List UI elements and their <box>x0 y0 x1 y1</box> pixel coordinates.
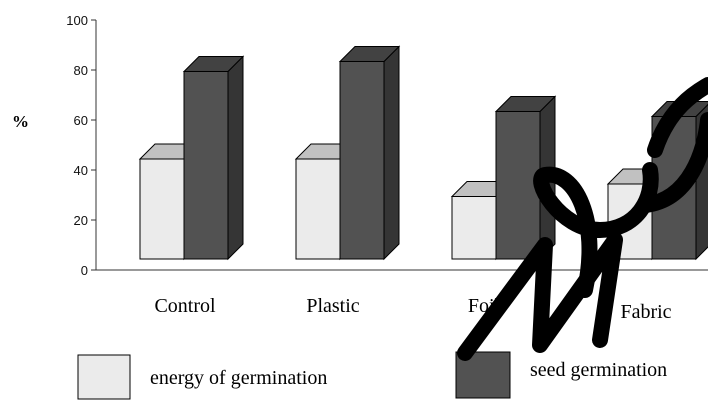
bar-front-face <box>139 158 185 260</box>
y-tick-label: 80 <box>74 63 88 78</box>
bar-front-face <box>295 158 341 260</box>
watermark-logo <box>457 77 708 361</box>
axes: 0 20 40 60 80 100 <box>66 13 708 278</box>
bar-front-face <box>183 71 229 260</box>
category-labels: Control Plastic Foil Fabric <box>154 295 671 323</box>
bar-seed-germination-foil <box>494 95 557 261</box>
bar-seed-germination-plastic <box>338 45 401 261</box>
bar-front-face <box>451 196 497 260</box>
legend-label: seed germination <box>530 359 667 381</box>
y-axis-label: % <box>12 112 29 131</box>
y-tick-label: 20 <box>74 213 88 228</box>
legend-label: energy of germination <box>150 367 327 389</box>
bar-front-face <box>495 111 541 260</box>
legend: energy of germination seed germination <box>77 351 667 400</box>
y-tick-label: 40 <box>74 163 88 178</box>
y-tick-label: 0 <box>81 263 88 278</box>
legend-swatch <box>77 354 131 400</box>
y-tick-label: 60 <box>74 113 88 128</box>
bar-front-face <box>339 61 385 260</box>
category-label: Control <box>154 295 216 317</box>
bar-seed-germination-control <box>182 55 245 261</box>
category-label: Plastic <box>306 295 359 317</box>
y-tick-label: 100 <box>66 13 88 28</box>
bar-side-face <box>227 55 244 261</box>
bars <box>138 45 708 261</box>
bar-side-face <box>383 45 400 261</box>
category-label: Fabric <box>620 301 671 323</box>
